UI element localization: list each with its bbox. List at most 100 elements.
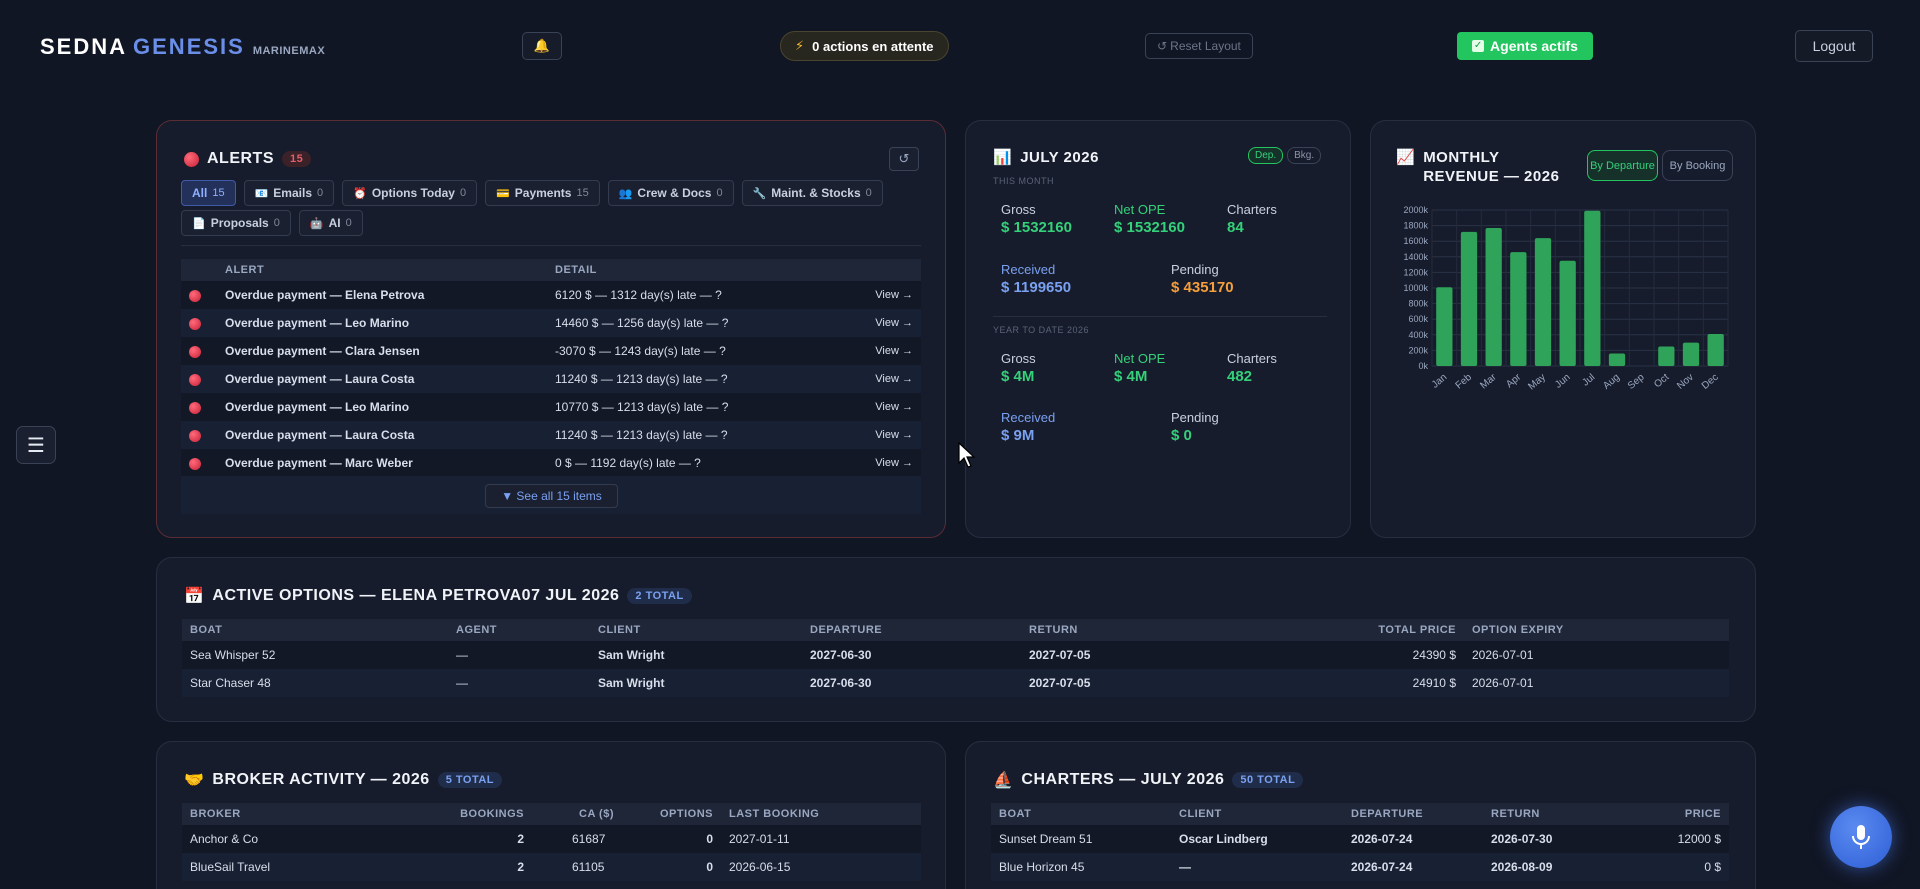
bar-jan[interactable] <box>1436 287 1453 366</box>
filter-crew-docs[interactable]: 👥 Crew & Docs 0 <box>607 180 734 206</box>
red-circle-icon <box>189 457 201 470</box>
table-row[interactable]: Blue Horizon 45 — 2026-07-24 2026-08-09 … <box>991 853 1729 881</box>
pending-actions-pill[interactable]: ⚡ 0 actions en attente <box>780 31 949 61</box>
broker-table-header: BROKER BOOKINGS CA ($) OPTIONS LAST BOOK… <box>182 803 921 825</box>
view-link[interactable]: View → <box>847 365 921 393</box>
brand-name: SEDNA <box>40 34 128 59</box>
x-tick-label: Nov <box>1675 372 1696 392</box>
toggle-booking[interactable]: Bkg. <box>1287 147 1322 164</box>
table-row[interactable]: Overdue payment — Laura Costa 11240 $ — … <box>181 421 921 449</box>
alert-detail: 11240 $ — 1213 day(s) late — ? <box>547 421 847 449</box>
table-row[interactable]: Overdue payment — Elena Petrova 6120 $ —… <box>181 281 921 309</box>
col-price: PRICE <box>1621 803 1729 825</box>
filter-proposals[interactable]: 📄 Proposals 0 <box>181 210 291 236</box>
bar-oct[interactable] <box>1658 346 1675 367</box>
alert-name: Overdue payment — Leo Marino <box>217 309 547 337</box>
view-link[interactable]: View → <box>847 421 921 449</box>
logout-button[interactable]: Logout <box>1795 30 1873 62</box>
bar-apr[interactable] <box>1510 252 1527 366</box>
toggle-by-departure[interactable]: By Departure <box>1587 150 1658 181</box>
bar-aug[interactable] <box>1608 353 1626 366</box>
table-row[interactable]: Anchor & Co 2 61687 0 2027-01-11 <box>182 825 921 853</box>
toggle-departure[interactable]: Dep. <box>1248 147 1284 164</box>
alert-detail: 6120 $ — 1312 day(s) late — ? <box>547 281 847 309</box>
filter-label: Payments <box>514 186 572 200</box>
bar-dec[interactable] <box>1707 334 1724 366</box>
x-tick-label: Mar <box>1478 371 1499 391</box>
sidebar-menu-button[interactable]: ☰ <box>16 426 56 464</box>
alerts-refresh-button[interactable]: ↺ <box>889 147 919 171</box>
table-row[interactable]: Star Chaser 48 — Sam Wright 2027-06-30 2… <box>182 669 1729 697</box>
col-client: CLIENT <box>590 619 802 641</box>
filter-label: Options Today <box>371 186 455 200</box>
boat-link[interactable]: Sunset Dream 51 <box>991 825 1171 853</box>
alert-name: Overdue payment — Clara Jensen <box>217 337 547 365</box>
filter-count: 0 <box>716 187 723 199</box>
revenue-bar-chart: 2000k 1800k 1600k 1400k 1200k 1000k 800k 600k 40… <box>1403 205 1729 392</box>
alerts-col-detail: DETAIL <box>547 259 847 281</box>
col-boat: BOAT <box>991 803 1171 825</box>
broker-table: BROKER BOOKINGS CA ($) OPTIONS LAST BOOK… <box>182 803 921 881</box>
price-cell: 24390 $ <box>1295 641 1464 669</box>
return-cell: 2027-07-05 <box>1021 669 1295 697</box>
mouse-cursor-icon <box>958 442 976 468</box>
voice-assistant-button[interactable] <box>1830 806 1892 868</box>
toggle-by-booking[interactable]: By Booking <box>1662 150 1733 181</box>
col-departure: DEPARTURE <box>802 619 1021 641</box>
kpi-label: Received <box>1001 410 1056 425</box>
reset-layout-button[interactable]: ↺ Reset Layout <box>1145 33 1253 59</box>
table-row[interactable]: BlueSail Travel 2 61105 0 2026-06-15 <box>182 853 921 881</box>
table-row[interactable]: Overdue payment — Marc Weber 0 $ — 1192 … <box>181 449 921 477</box>
col-bookings: BOOKINGS <box>362 803 532 825</box>
bar-nov[interactable] <box>1682 342 1700 366</box>
view-link[interactable]: View → <box>847 449 921 477</box>
table-row[interactable]: Sea Whisper 52 — Sam Wright 2027-06-30 2… <box>182 641 1729 669</box>
view-link[interactable]: View → <box>847 309 921 337</box>
departure-cell: 2026-07-24 <box>1343 825 1483 853</box>
agents-active-button[interactable]: ✓ Agents actifs <box>1457 32 1593 60</box>
microphone-icon <box>1852 825 1870 849</box>
filter-options-today[interactable]: ⏰ Options Today 0 <box>342 180 478 206</box>
filter-maint-stocks[interactable]: 🔧 Maint. & Stocks 0 <box>741 180 883 206</box>
view-link[interactable]: View → <box>847 393 921 421</box>
filter-all[interactable]: All 15 <box>181 180 236 206</box>
x-tick-label: Oct <box>1652 372 1671 391</box>
view-link[interactable]: View → <box>847 337 921 365</box>
filter-count: 0 <box>345 217 352 229</box>
broker-link[interactable]: BlueSail Travel <box>182 853 362 881</box>
view-link[interactable]: View → <box>847 281 921 309</box>
notifications-button[interactable]: 🔔 <box>522 32 562 60</box>
kpi-received-ytd: Received $ 9M <box>1001 410 1055 444</box>
broker-link[interactable]: Anchor & Co <box>182 825 362 853</box>
table-row[interactable]: Overdue payment — Leo Marino 14460 $ — 1… <box>181 309 921 337</box>
alarm-clock-icon: ⏰ <box>353 187 367 200</box>
boat-link[interactable]: Star Chaser 48 <box>182 669 448 697</box>
see-all-button[interactable]: ▼ See all 15 items <box>485 484 618 508</box>
col-broker: BROKER <box>182 803 362 825</box>
bar-feb[interactable] <box>1460 231 1478 366</box>
bar-jun[interactable] <box>1559 260 1576 366</box>
filter-emails[interactable]: 📧 Emails 0 <box>243 180 335 206</box>
y-tick-label: 400k <box>1408 330 1428 340</box>
bar-mar[interactable] <box>1485 227 1502 366</box>
month-header: 📊 JULY 2026 <box>993 148 1099 167</box>
expiry-cell: 2026-07-01 <box>1464 669 1729 697</box>
filter-payments[interactable]: 💳 Payments 15 <box>485 180 600 206</box>
table-row[interactable]: Overdue payment — Leo Marino 10770 $ — 1… <box>181 393 921 421</box>
table-row[interactable]: Overdue payment — Laura Costa 11240 $ — … <box>181 365 921 393</box>
return-cell: 2027-07-05 <box>1021 641 1295 669</box>
alerts-header: ALERTS 15 <box>184 150 312 168</box>
brand-logo[interactable]: SEDNA GENESIS MARINEMAX <box>40 34 325 60</box>
filter-ai[interactable]: 🤖 AI 0 <box>298 210 363 236</box>
boat-link[interactable]: Blue Horizon 45 <box>991 853 1171 881</box>
broker-header: 🤝 BROKER ACTIVITY — 2026 5 TOTAL <box>184 770 503 790</box>
filter-label: Proposals <box>210 216 269 230</box>
boat-link[interactable]: Sea Whisper 52 <box>182 641 448 669</box>
bar-jul[interactable] <box>1584 210 1601 366</box>
alert-dot-cell <box>181 449 217 477</box>
table-row[interactable]: Overdue payment — Clara Jensen -3070 $ —… <box>181 337 921 365</box>
bar-may[interactable] <box>1534 238 1552 366</box>
alert-detail: 14460 $ — 1256 day(s) late — ? <box>547 309 847 337</box>
bar-chart-icon: 📊 <box>993 149 1013 166</box>
table-row[interactable]: Sunset Dream 51 Oscar Lindberg 2026-07-2… <box>991 825 1729 853</box>
